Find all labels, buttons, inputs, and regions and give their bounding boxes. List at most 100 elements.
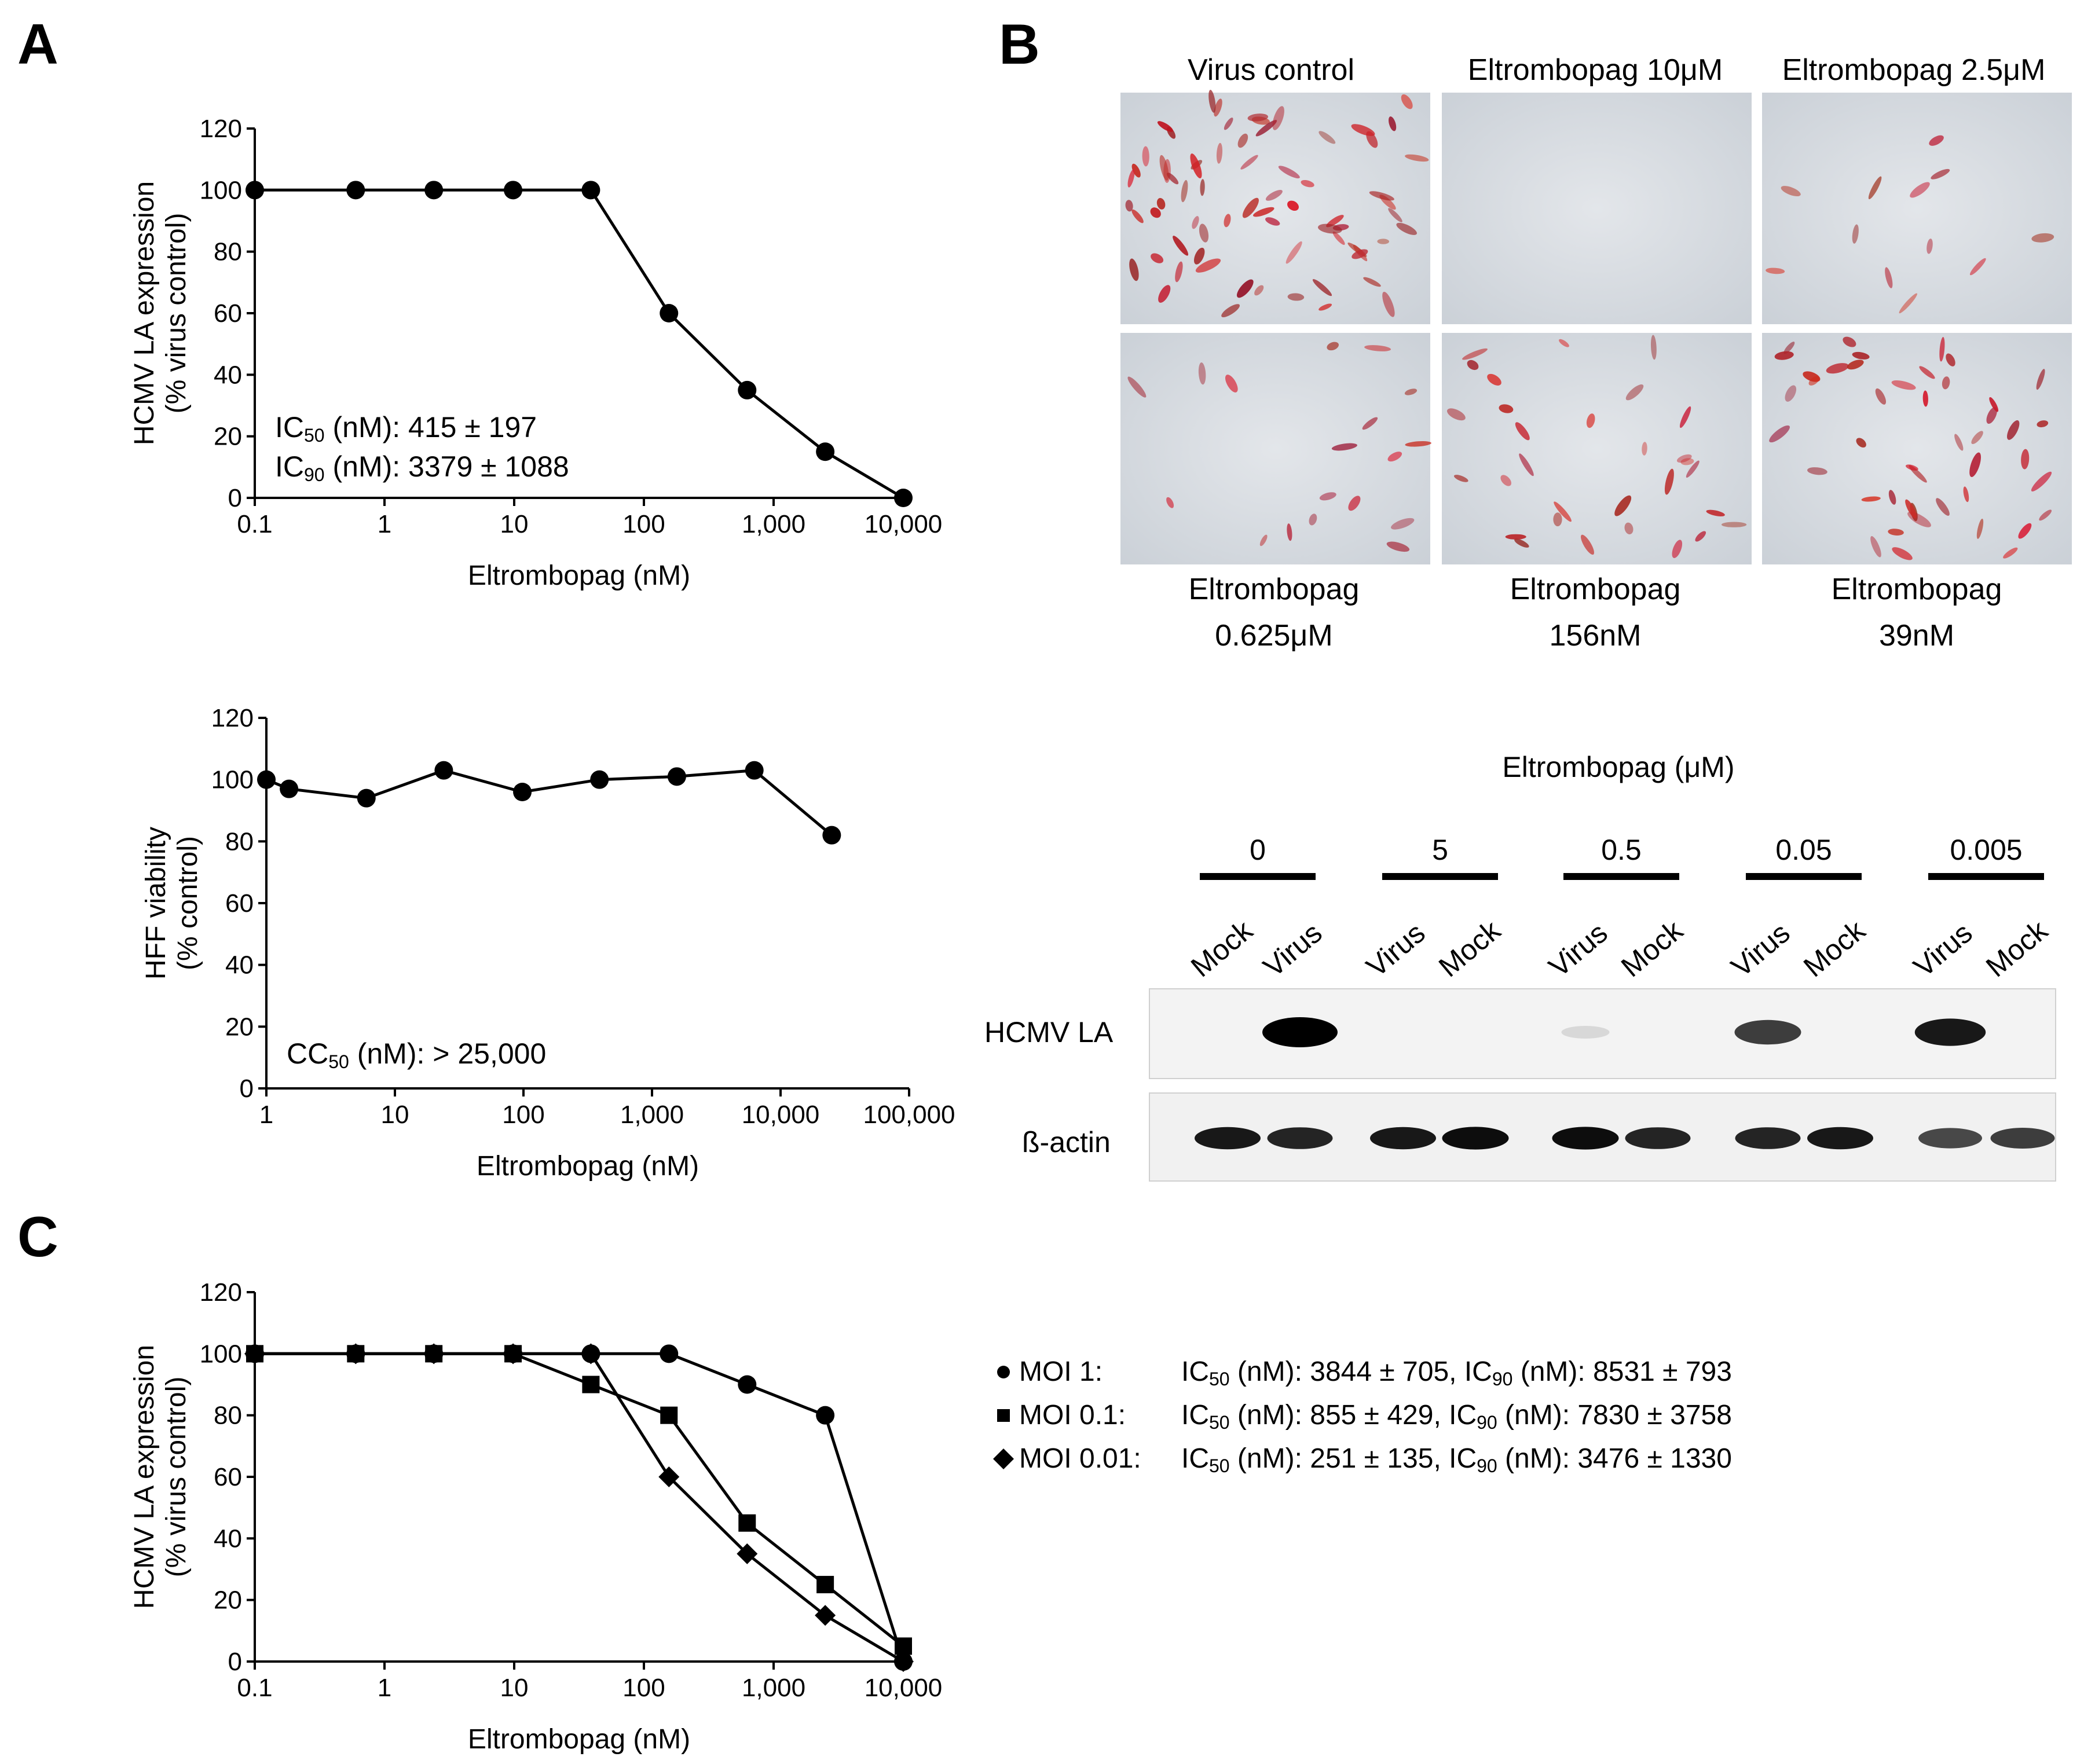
micrograph-grid: Virus control Eltrombopag 10μM Eltrombop…	[1120, 53, 2072, 652]
stained-cell	[1190, 153, 1202, 179]
stained-cell	[1387, 452, 1402, 462]
y-tick-label: 60	[214, 1463, 242, 1491]
stained-cell	[1363, 277, 1381, 287]
stained-cell	[1581, 534, 1594, 555]
annotation-0-part: (nM): 415 ± 197	[325, 411, 537, 443]
data-point-circle	[822, 826, 841, 845]
stained-cell	[1931, 168, 1950, 179]
annotation-1-part: 90	[304, 464, 325, 485]
stained-cell	[1505, 534, 1526, 540]
data-point-diamond	[580, 1343, 602, 1365]
legend-values-1-part: (nM): 855 ± 429,	[1230, 1400, 1449, 1431]
stained-cell	[1369, 191, 1394, 201]
stained-cell	[1309, 514, 1317, 526]
micrograph-6	[1762, 333, 2072, 564]
stained-cell	[1319, 492, 1336, 501]
stained-cell	[1624, 522, 1633, 534]
stained-cell	[1405, 441, 1431, 447]
stained-cell	[1969, 258, 1986, 276]
stained-cell	[1515, 422, 1530, 441]
legend-values-1-part: 90	[1477, 1412, 1497, 1433]
legend-values-1-part: 50	[1209, 1412, 1230, 1433]
band-hcmv-la	[1561, 1026, 1610, 1039]
stained-cell	[1942, 376, 1950, 390]
blot-group-bar-1	[1382, 873, 1498, 880]
stained-cell	[1785, 385, 1797, 402]
stained-cell	[1467, 360, 1479, 371]
micrograph-label-1: Virus control	[1188, 53, 1354, 87]
stained-cell	[1401, 94, 1413, 109]
stained-cell	[1224, 214, 1231, 228]
data-point-circle	[357, 789, 376, 808]
blot-row-label-actin: ß-actin	[1022, 1126, 1111, 1158]
band-beta-actin	[1735, 1127, 1801, 1149]
data-point-circle	[738, 380, 757, 399]
stained-cell	[1891, 380, 1916, 390]
legend-values-2-part: IC	[1181, 1443, 1209, 1474]
stained-cell	[1352, 249, 1368, 259]
annotation-0-part: 50	[328, 1051, 349, 1072]
stained-cell	[1237, 133, 1248, 148]
stained-cell	[1265, 217, 1280, 226]
x-tick-label: 100,000	[863, 1101, 955, 1129]
stained-cell	[1252, 207, 1274, 217]
data-point-circle	[424, 181, 444, 200]
stained-cell	[1625, 384, 1644, 401]
band-hcmv-la	[1914, 1018, 1986, 1046]
stained-cell	[1781, 186, 1801, 197]
stained-cell	[1142, 146, 1149, 167]
legend-values-0-part: IC	[1181, 1356, 1209, 1387]
legend-marker-circle	[997, 1366, 1010, 1378]
stained-cell	[1377, 239, 1389, 244]
stained-cell	[1332, 231, 1345, 245]
stained-cell	[1327, 342, 1339, 351]
stained-cell	[1453, 475, 1468, 482]
stained-cell	[1553, 512, 1562, 527]
stained-cell	[1664, 468, 1674, 495]
band-beta-actin	[1552, 1127, 1619, 1150]
micrograph-label-5b: 156nM	[1550, 619, 1642, 652]
stained-cell	[1391, 518, 1415, 530]
y-tick-label: 60	[225, 889, 254, 918]
band-beta-actin	[1625, 1127, 1691, 1149]
blot-group-label-0: 0	[1250, 834, 1266, 866]
data-point-diamond	[815, 1605, 836, 1626]
y-tick-label: 0	[240, 1074, 254, 1103]
data-point-diamond	[345, 1343, 367, 1365]
annotation-0-part: CC	[287, 1037, 328, 1070]
y-tick-label: 20	[214, 1586, 242, 1615]
stained-cell	[1125, 200, 1133, 212]
stained-cell	[1396, 222, 1417, 235]
series-line-square	[255, 1352, 904, 1648]
stained-cell	[1247, 113, 1269, 122]
annotation-0: CC50 (nM): > 25,000	[287, 1037, 546, 1072]
data-point-circle	[581, 181, 600, 200]
micrograph-5	[1442, 333, 1752, 564]
stained-cell	[1766, 267, 1785, 274]
legend-marker-square	[997, 1409, 1010, 1422]
legend-values-0: IC50 (nM): 3844 ± 705, IC90 (nM): 8531 ±…	[1181, 1356, 1732, 1389]
x-tick-label: 100	[622, 510, 665, 538]
blot-group-bar-4	[1928, 873, 2044, 880]
stained-cell	[1843, 336, 1856, 347]
stained-cell	[1680, 458, 1694, 465]
stained-cell	[1195, 258, 1221, 273]
micrograph-2	[1442, 93, 1752, 324]
stained-cell	[1167, 173, 1179, 185]
stained-cell	[1242, 197, 1259, 218]
data-point-circle	[434, 761, 453, 780]
x-tick-label: 1,000	[742, 1674, 805, 1702]
stained-cell	[1127, 376, 1147, 398]
stained-cell	[1686, 460, 1700, 478]
x-tick-label: 100	[502, 1101, 544, 1129]
legend-marker-diamond	[993, 1448, 1014, 1469]
band-beta-actin	[1990, 1128, 2055, 1149]
stained-cell	[1676, 454, 1692, 463]
annotation-0: IC50 (nM): 415 ± 197	[275, 411, 537, 446]
stained-cell	[1986, 407, 1997, 424]
stained-cell	[2031, 471, 2052, 492]
stained-cell	[1214, 98, 1222, 117]
blot-lane-label: Virus	[1725, 916, 1796, 984]
micrograph-label-6b: 39nM	[1879, 619, 1954, 652]
blot-lane-label: Virus	[1543, 916, 1614, 984]
